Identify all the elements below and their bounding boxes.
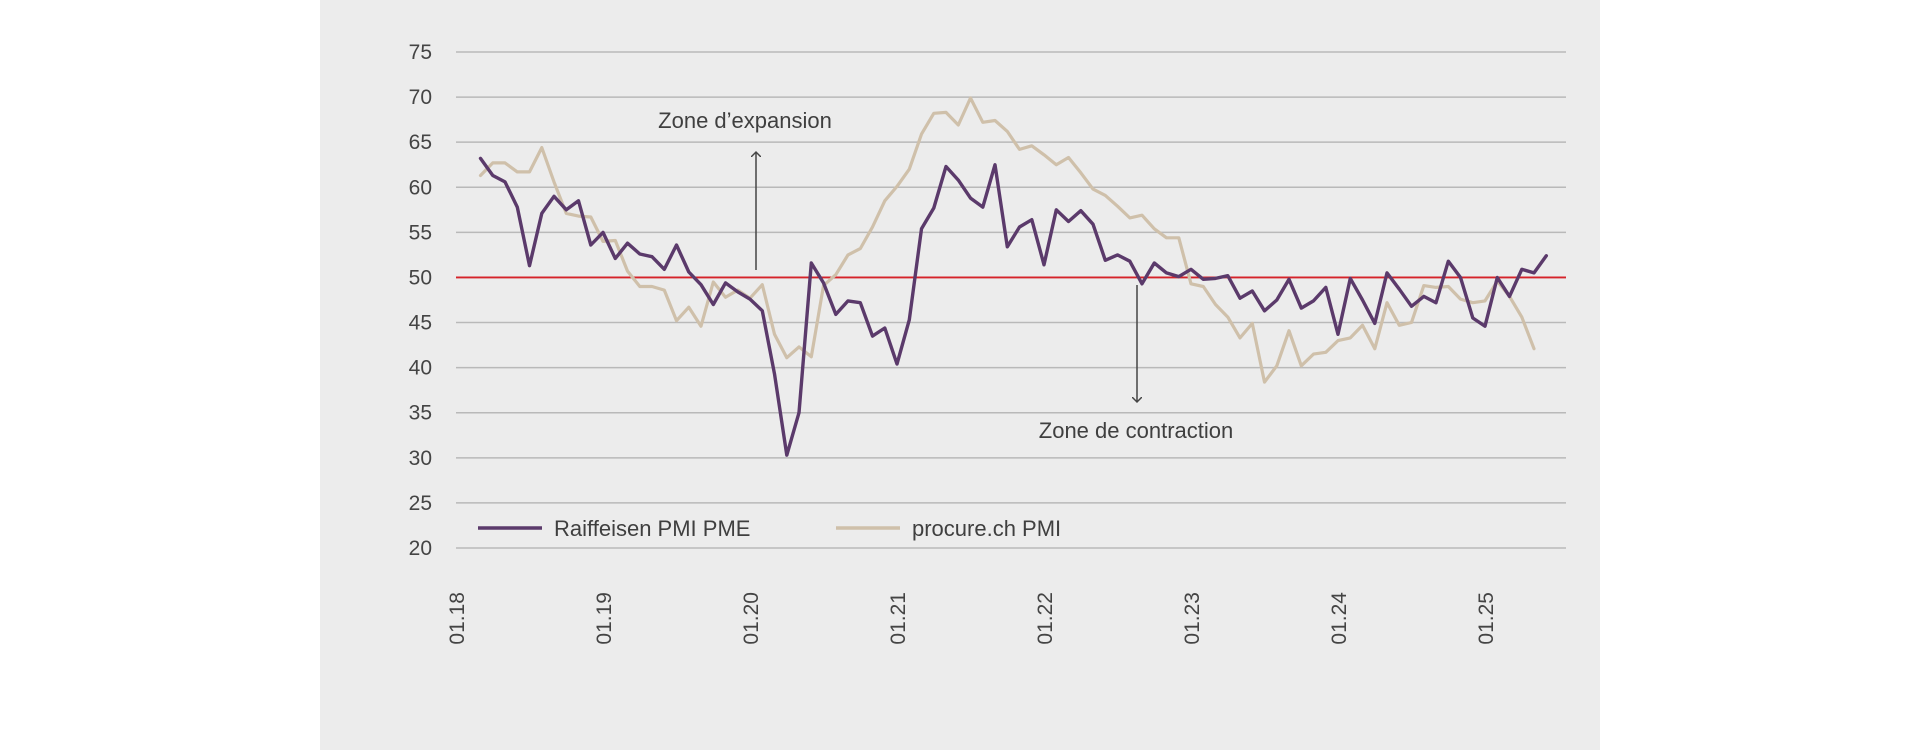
y-tick-label-40: 40: [409, 357, 432, 380]
series-line-procure-ch-pmi: [478, 96, 1536, 384]
y-tick-label-65: 65: [409, 131, 432, 154]
x-tick-label-01.22: 01.22: [1034, 592, 1057, 645]
legend-label-procure-ch-pmi: procure.ch PMI: [912, 516, 1061, 541]
y-tick-label-70: 70: [409, 86, 432, 109]
x-tick-label-01.19: 01.19: [593, 592, 616, 645]
x-axis-ticks: 01.18 01.19 01.20 01.21 01.22 01.23 01.24 01.25: [446, 592, 1498, 645]
chart-panel: 20 25 30 35 40 45 50 55 60 65 70 75 01.18 01.19 01.20…: [320, 0, 1600, 750]
y-tick-label-45: 45: [409, 312, 432, 335]
y-tick-label-75: 75: [409, 41, 432, 64]
x-tick-label-01.25: 01.25: [1475, 592, 1498, 645]
y-tick-label-25: 25: [409, 492, 432, 515]
y-tick-label-60: 60: [409, 176, 432, 199]
pmi-line-chart: 20 25 30 35 40 45 50 55 60 65 70 75 01.18 01.19 01.20…: [409, 41, 1566, 645]
x-tick-label-01.21: 01.21: [887, 592, 910, 645]
y-tick-label-55: 55: [409, 221, 432, 244]
y-tick-label-20: 20: [409, 537, 432, 560]
y-tick-label-35: 35: [409, 402, 432, 425]
annotation-contraction: Zone de contraction: [1039, 418, 1233, 443]
legend-label-raiffeisen-pmi-pme: Raiffeisen PMI PME: [554, 516, 750, 541]
x-tick-label-01.24: 01.24: [1328, 592, 1351, 645]
x-tick-label-01.18: 01.18: [446, 592, 469, 645]
y-axis-ticks: 20 25 30 35 40 45 50 55 60 65 70 75: [409, 41, 432, 560]
series-line-raiffeisen-pmi-pme: [478, 156, 1549, 457]
x-tick-label-01.20: 01.20: [740, 592, 763, 645]
series: [478, 96, 1549, 457]
grid: [456, 51, 1566, 549]
y-tick-label-30: 30: [409, 447, 432, 470]
x-tick-label-01.23: 01.23: [1181, 592, 1204, 645]
y-tick-label-50: 50: [409, 266, 432, 289]
annotations: Zone d’expansion Zone de contraction: [658, 108, 1233, 443]
legend: Raiffeisen PMI PME procure.ch PMI: [478, 516, 1061, 541]
annotation-expansion: Zone d’expansion: [658, 108, 832, 133]
